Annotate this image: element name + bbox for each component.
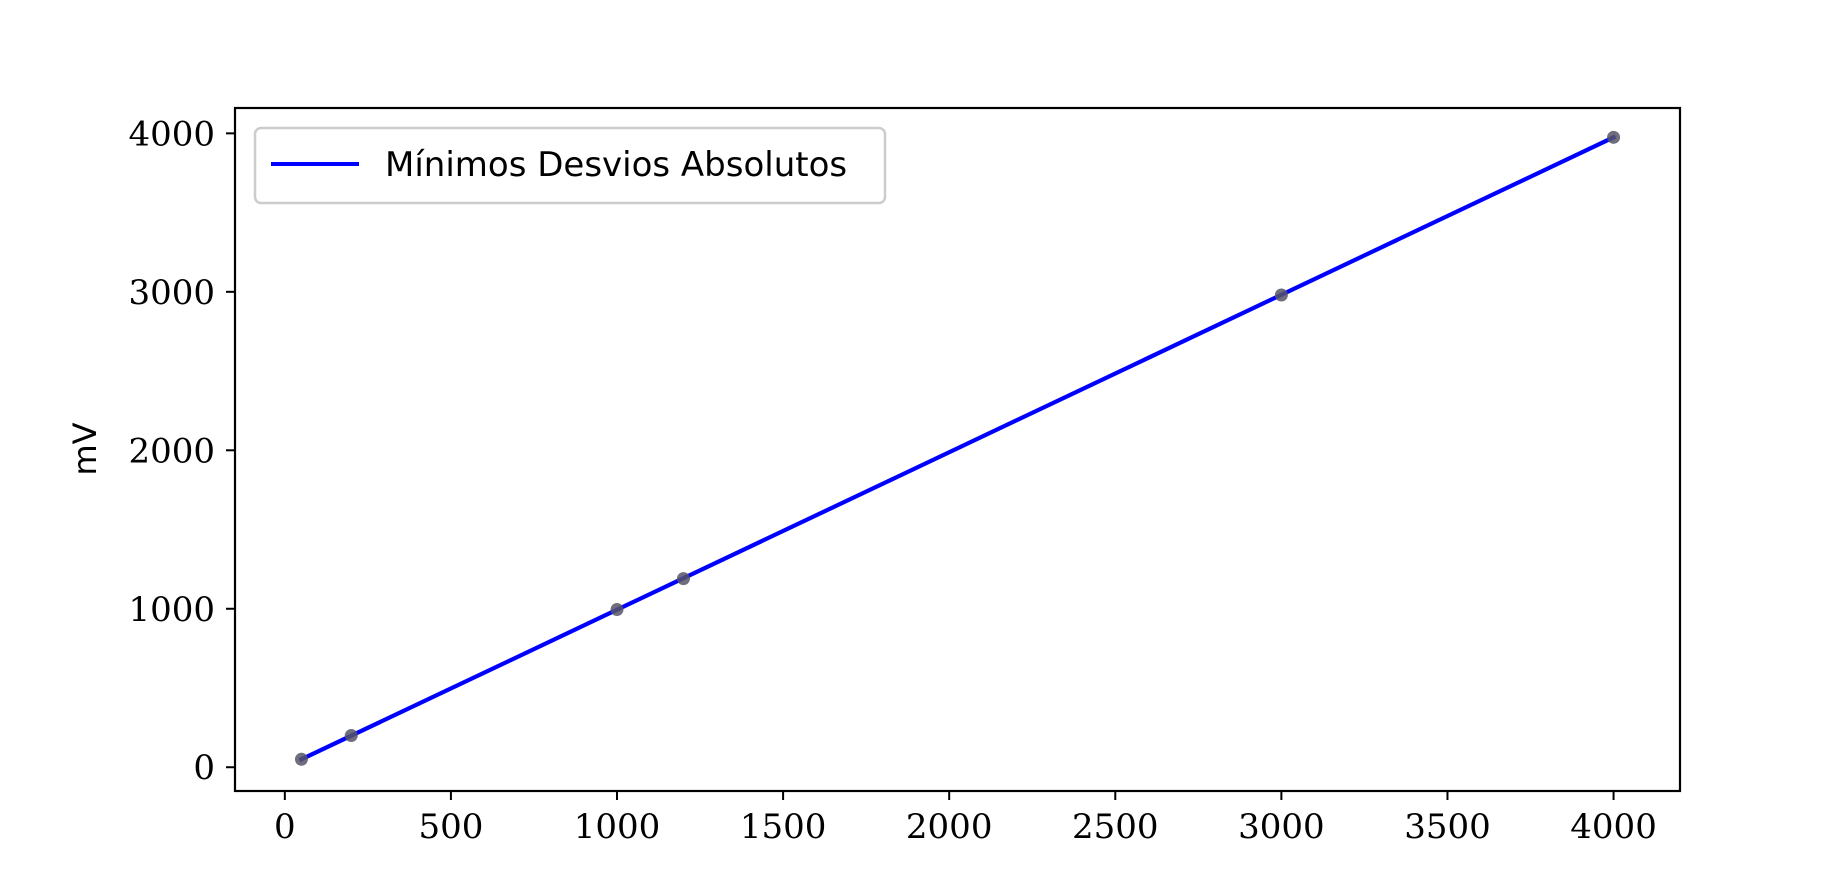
x-tick-label: 2500: [1072, 807, 1159, 847]
data-point: [610, 603, 624, 617]
data-point: [676, 572, 690, 586]
x-tick-label: 1000: [574, 807, 661, 847]
y-tick-label: 1000: [128, 590, 215, 630]
y-axis-label: mV: [66, 422, 104, 475]
series-layer: [294, 130, 1621, 766]
x-tick-label: 3500: [1404, 807, 1491, 847]
x-tick-label: 2000: [906, 807, 993, 847]
legend: Mínimos Desvios Absolutos: [253, 126, 887, 205]
fit-line: [298, 134, 1617, 763]
legend-box: [253, 126, 887, 205]
legend-label: Mínimos Desvios Absolutos: [385, 145, 847, 185]
x-tick-label: 0: [274, 807, 296, 847]
x-axis-ticks: 0 500 1000 1500 2000 2500 3000 3500 4000: [274, 791, 1657, 847]
x-tick-label: 500: [418, 807, 483, 847]
x-tick-label: 3000: [1238, 807, 1325, 847]
data-point: [1274, 288, 1288, 302]
data-point: [1607, 130, 1621, 144]
y-axis-ticks: 0 1000 2000 3000 4000: [128, 114, 235, 788]
data-point: [344, 729, 358, 743]
x-tick-label: 4000: [1570, 807, 1657, 847]
y-tick-label: 3000: [128, 273, 215, 313]
x-tick-label: 1500: [740, 807, 827, 847]
plot-frame: [233, 106, 1682, 793]
data-point: [294, 752, 308, 766]
y-tick-label: 4000: [128, 114, 215, 154]
y-tick-label: 0: [193, 748, 215, 788]
y-tick-label: 2000: [128, 431, 215, 471]
